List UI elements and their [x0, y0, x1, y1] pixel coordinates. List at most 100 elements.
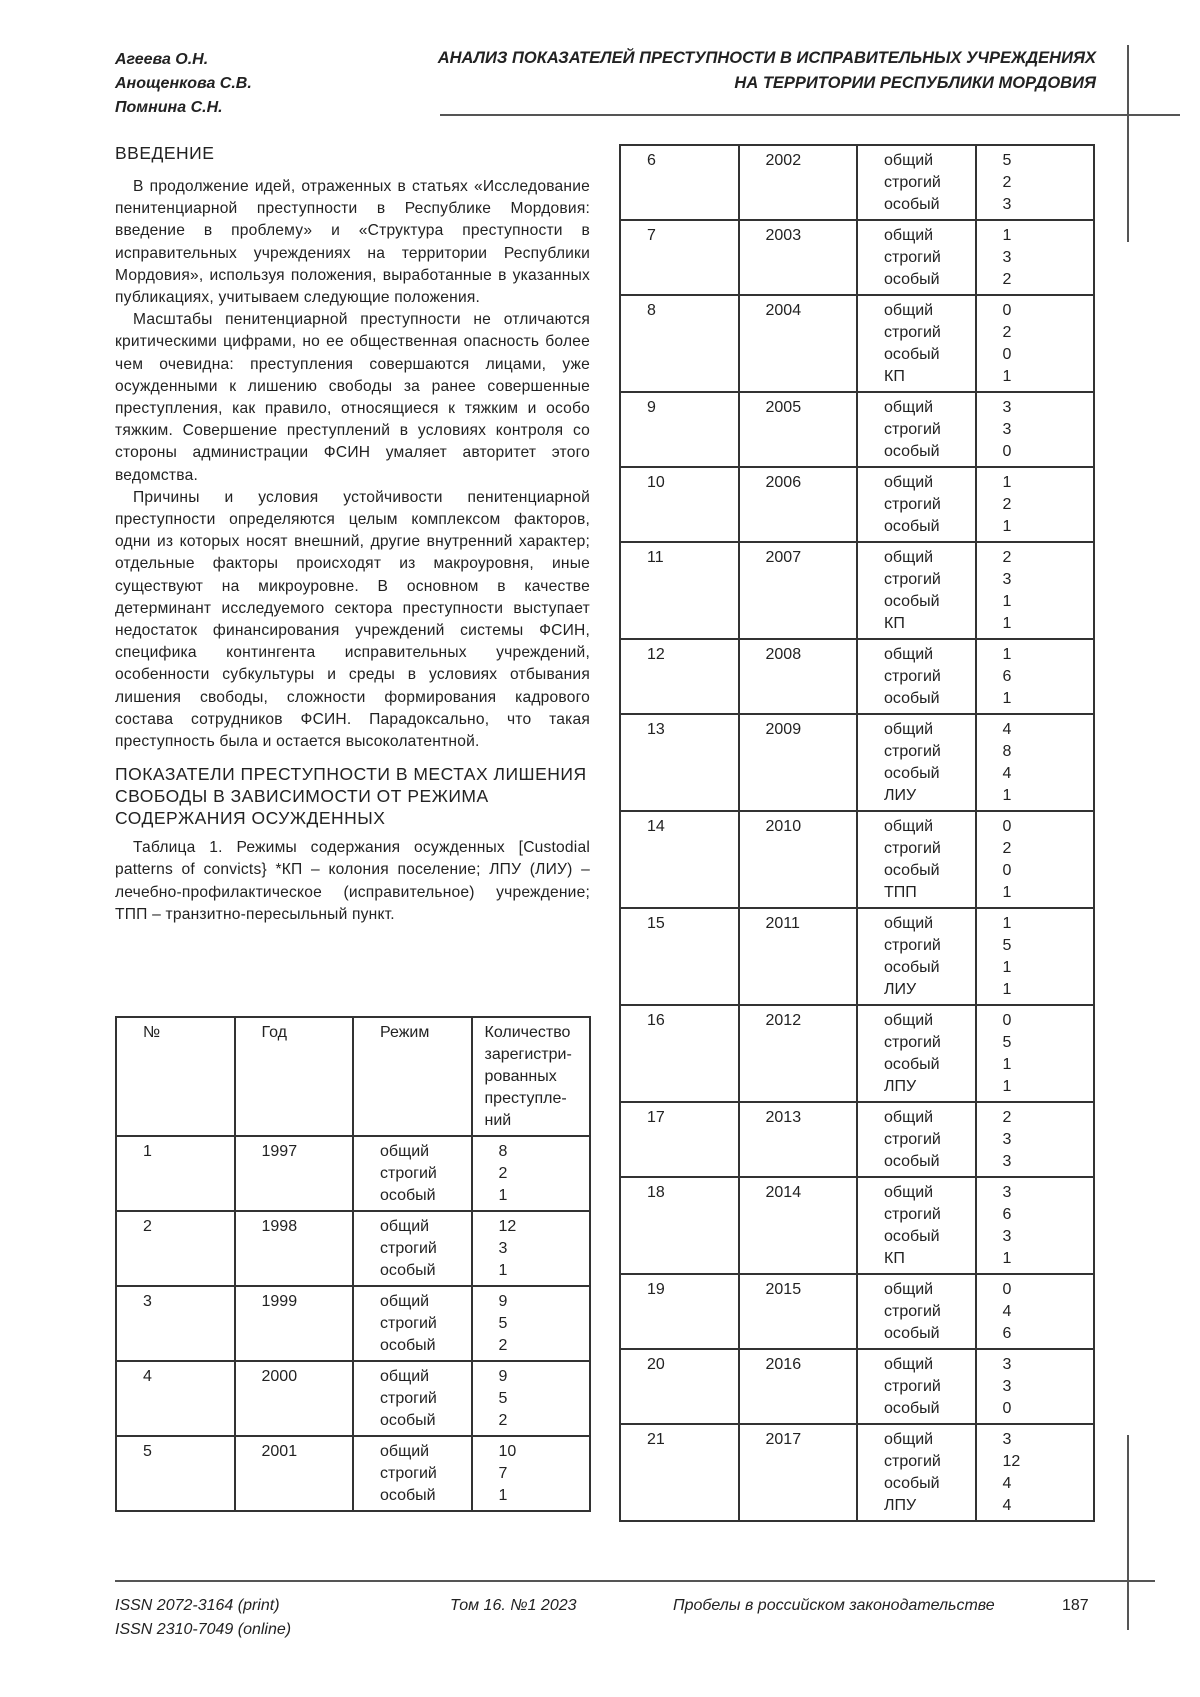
table-row: 13 2009 общий строгий особый ЛИУ 4 8 4 1 [619, 713, 1095, 812]
table-row: 3 1999 общий строгий особый 9 5 2 [115, 1285, 591, 1362]
regime: особый [884, 690, 940, 707]
author: Агеева О.Н. [115, 51, 209, 68]
regime: особый [884, 593, 940, 610]
crime-count: 6 [1002, 1325, 1012, 1342]
row-year: 2003 [737, 219, 858, 296]
row-modes: общий строгий особый [352, 1210, 473, 1287]
crime-count: 3 [1002, 196, 1012, 213]
row-year: 2008 [737, 638, 858, 715]
row-number: 20 [619, 1348, 740, 1425]
row-year: 2016 [737, 1348, 858, 1425]
table-row: 10 2006 общий строгий особый 1 2 1 [619, 466, 1095, 543]
crime-count: 0 [1002, 818, 1012, 835]
row-counts: 0 2 0 1 [974, 294, 1095, 393]
regime: особый [884, 518, 940, 535]
regime: строгий [884, 496, 941, 513]
crime-count: 2 [1002, 549, 1012, 566]
issn-print: ISSN 2072-3164 (print) [115, 1597, 280, 1614]
row-counts: 5 2 3 [974, 144, 1095, 221]
row-number: 10 [619, 466, 740, 543]
row-modes: общий строгий особый КП [856, 1176, 977, 1275]
regime: КП [884, 615, 905, 632]
row-modes: общий строгий особый [856, 1101, 977, 1178]
crime-count: 4 [1002, 1303, 1012, 1320]
regime: общий [884, 721, 934, 738]
column-header: Год [233, 1016, 354, 1137]
crime-count: 1 [1002, 1056, 1012, 1073]
regime: общий [884, 1012, 934, 1029]
regime: общий [884, 1431, 934, 1448]
row-number: 1 [115, 1135, 236, 1212]
authors: Агеева О.Н. Анощенкова С.В. Помнина С.Н. [115, 48, 252, 120]
crime-count: 0 [1002, 346, 1012, 363]
crime-count: 1 [1002, 474, 1012, 491]
table-row: 2 1998 общий строгий особый 12 3 1 [115, 1210, 591, 1287]
crime-count: 2 [1002, 174, 1012, 191]
row-modes: общий строгий особый [856, 219, 977, 296]
row-counts: 3 3 0 [974, 1348, 1095, 1425]
crime-count: 1 [1002, 518, 1012, 535]
left-column: ВВЕДЕНИЕ В продолжение идей, отраженных … [115, 142, 590, 926]
crime-count: 3 [1002, 1431, 1012, 1448]
margin-rule [1127, 45, 1129, 242]
row-counts: 3 12 4 4 [974, 1423, 1095, 1522]
regime: особый [884, 959, 940, 976]
crime-count: 2 [1002, 496, 1012, 513]
crime-count: 0 [1002, 443, 1012, 460]
row-modes: общий строгий особый ТПП [856, 810, 977, 909]
crime-count: 3 [498, 1240, 508, 1257]
regime: особый [884, 1325, 940, 1342]
regime: строгий [380, 1390, 437, 1407]
row-number: 14 [619, 810, 740, 909]
row-number: 12 [619, 638, 740, 715]
row-year: 2012 [737, 1004, 858, 1103]
crime-count: 6 [1002, 1206, 1012, 1223]
crime-count: 2 [1002, 324, 1012, 341]
row-number: 3 [115, 1285, 236, 1362]
regime: строгий [884, 1206, 941, 1223]
table-header-row: № Год Режим Количество зарегистри-рованных … [115, 1016, 591, 1137]
table-row: 19 2015 общий строгий особый 0 4 6 [619, 1273, 1095, 1350]
column-header: Режим [352, 1016, 473, 1137]
crime-count: 5 [498, 1315, 508, 1332]
crime-count: 7 [498, 1465, 508, 1482]
row-year: 2013 [737, 1101, 858, 1178]
crime-count: 10 [498, 1443, 517, 1460]
crime-count: 8 [1002, 743, 1012, 760]
crime-count: 4 [1002, 721, 1012, 738]
row-modes: общий строгий особый [856, 638, 977, 715]
crime-count: 2 [498, 1165, 508, 1182]
page-number: 187 [1062, 1597, 1089, 1614]
row-counts: 9 5 2 [470, 1360, 591, 1437]
column-header: Количество зарегистри-рованных преступле… [470, 1016, 591, 1137]
regime: общий [884, 1184, 934, 1201]
crime-count: 1 [1002, 593, 1012, 610]
regime: строгий [380, 1165, 437, 1182]
row-number: 4 [115, 1360, 236, 1437]
regime: строгий [884, 1378, 941, 1395]
regime: общий [884, 474, 934, 491]
crime-count: 0 [1002, 862, 1012, 879]
table-caption: Таблица 1. Режимы содержания осужденных … [115, 839, 590, 923]
intro-heading: ВВЕДЕНИЕ [115, 143, 215, 163]
row-modes: общий строгий особый ЛИУ [856, 713, 977, 812]
regime: общий [884, 646, 934, 663]
regime: особый [884, 1228, 940, 1245]
row-number: 21 [619, 1423, 740, 1522]
regime: особый [884, 1056, 940, 1073]
row-number: 7 [619, 219, 740, 296]
regime: особый [380, 1187, 436, 1204]
section-heading: ПОКАЗАТЕЛИ ПРЕСТУПНОСТИ В МЕСТАХ ЛИШЕНИЯ… [115, 764, 587, 829]
table-row: 20 2016 общий строгий особый 3 3 0 [619, 1348, 1095, 1425]
row-modes: общий строгий особый ЛИУ [856, 907, 977, 1006]
row-modes: общий строгий особый [352, 1435, 473, 1512]
crime-count: 1 [498, 1262, 508, 1279]
row-modes: общий строгий особый ЛПУ [856, 1004, 977, 1103]
row-year: 2007 [737, 541, 858, 640]
table-row: 7 2003 общий строгий особый 1 3 2 [619, 219, 1095, 296]
crime-count: 3 [1002, 1378, 1012, 1395]
crime-count: 3 [1002, 399, 1012, 416]
column-header: № [115, 1016, 236, 1137]
row-modes: общий строгий особый [856, 466, 977, 543]
regime: строгий [380, 1240, 437, 1257]
